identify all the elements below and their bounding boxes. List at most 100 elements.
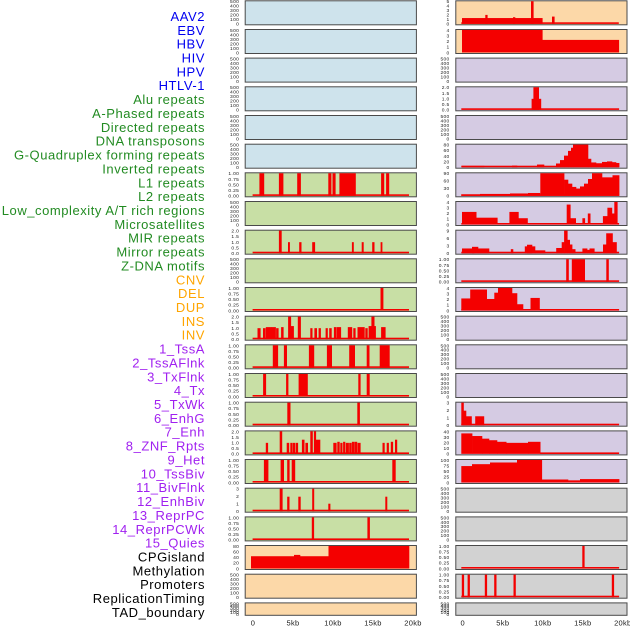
svg-text:400: 400 (440, 376, 449, 382)
svg-text:0.25: 0.25 (228, 188, 239, 194)
svg-text:100: 100 (440, 610, 449, 616)
svg-text:0: 0 (447, 222, 450, 228)
svg-text:300: 300 (440, 496, 449, 502)
svg-text:9: 9 (447, 229, 450, 235)
svg-text:400: 400 (440, 491, 449, 497)
svg-text:Microsatellites: Microsatellites (114, 217, 205, 232)
svg-text:1: 1 (236, 502, 239, 508)
svg-text:2.0: 2.0 (231, 429, 239, 435)
svg-text:Methylation: Methylation (132, 563, 205, 578)
svg-text:0.00: 0.00 (228, 394, 239, 400)
svg-text:0.00: 0.00 (228, 423, 239, 429)
svg-text:0: 0 (236, 108, 239, 114)
svg-text:1.00: 1.00 (228, 343, 239, 349)
svg-text:L2 repeats: L2 repeats (138, 189, 205, 204)
svg-text:0.75: 0.75 (228, 349, 239, 355)
svg-text:1.0: 1.0 (442, 96, 450, 102)
svg-text:200: 200 (440, 328, 449, 334)
svg-text:0: 0 (236, 509, 239, 515)
svg-text:500: 500 (440, 114, 449, 120)
svg-text:400: 400 (440, 319, 449, 325)
svg-text:100: 100 (230, 591, 239, 597)
svg-text:500: 500 (440, 315, 449, 321)
svg-text:G-Quadruplex forming repeats: G-Quadruplex forming repeats (14, 148, 205, 163)
svg-text:20: 20 (233, 561, 239, 567)
svg-text:1_TssA: 1_TssA (159, 342, 205, 357)
svg-text:0.25: 0.25 (439, 589, 450, 595)
svg-text:400: 400 (440, 520, 449, 526)
svg-text:0: 0 (447, 538, 450, 544)
svg-text:0: 0 (447, 480, 450, 486)
svg-text:7_Enh: 7_Enh (165, 425, 205, 440)
svg-text:3: 3 (447, 8, 450, 14)
svg-text:DNA transposons: DNA transposons (96, 134, 205, 149)
svg-text:3: 3 (447, 292, 450, 298)
svg-text:Low_complexity A/T rich region: Low_complexity A/T rich regions (2, 203, 205, 218)
svg-text:200: 200 (230, 13, 239, 19)
svg-text:100: 100 (440, 458, 449, 464)
svg-text:1.0: 1.0 (231, 441, 239, 447)
svg-text:0: 0 (447, 394, 450, 400)
svg-text:500: 500 (440, 487, 449, 493)
svg-text:9_Het: 9_Het (168, 453, 205, 468)
svg-text:200: 200 (440, 500, 449, 506)
svg-text:0.75: 0.75 (228, 177, 239, 183)
svg-text:0.25: 0.25 (228, 389, 239, 395)
svg-text:60: 60 (443, 179, 449, 185)
svg-text:200: 200 (230, 213, 239, 219)
svg-text:0: 0 (447, 612, 450, 618)
svg-text:200: 200 (440, 529, 449, 535)
svg-text:0: 0 (236, 22, 239, 28)
svg-text:0.50: 0.50 (439, 268, 450, 274)
svg-text:400: 400 (230, 262, 239, 268)
svg-text:0.25: 0.25 (439, 561, 450, 567)
svg-text:0.50: 0.50 (228, 383, 239, 389)
svg-text:0.5: 0.5 (231, 331, 239, 337)
svg-text:0.50: 0.50 (228, 297, 239, 303)
svg-text:DUP: DUP (176, 300, 205, 315)
svg-text:0.75: 0.75 (228, 292, 239, 298)
svg-text:1.00: 1.00 (439, 573, 450, 579)
svg-text:300: 300 (230, 123, 239, 129)
svg-text:200: 200 (440, 608, 449, 614)
svg-text:0.00: 0.00 (228, 480, 239, 486)
svg-text:1.00: 1.00 (439, 257, 450, 263)
svg-text:0.00: 0.00 (228, 308, 239, 314)
svg-text:200: 200 (230, 586, 239, 592)
svg-text:100: 100 (440, 505, 449, 511)
svg-text:1.00: 1.00 (439, 544, 450, 550)
svg-text:0.00: 0.00 (439, 595, 450, 601)
svg-text:300: 300 (230, 8, 239, 14)
svg-text:400: 400 (440, 118, 449, 124)
svg-text:1.00: 1.00 (228, 171, 239, 177)
svg-text:300: 300 (440, 524, 449, 530)
svg-text:100: 100 (230, 103, 239, 109)
svg-text:0.25: 0.25 (228, 360, 239, 366)
svg-text:5_TxWk: 5_TxWk (154, 397, 205, 412)
svg-text:20kb: 20kb (614, 619, 630, 628)
svg-text:0.50: 0.50 (228, 469, 239, 475)
svg-text:20: 20 (443, 441, 449, 447)
svg-text:0: 0 (447, 308, 450, 314)
svg-text:15kb: 15kb (574, 619, 591, 628)
svg-text:0.0: 0.0 (231, 337, 239, 343)
svg-text:2: 2 (447, 13, 450, 19)
svg-text:500: 500 (230, 28, 239, 34)
svg-text:400: 400 (230, 90, 239, 96)
svg-text:0: 0 (236, 566, 239, 572)
svg-text:20kb: 20kb (404, 619, 421, 628)
svg-text:0.75: 0.75 (228, 464, 239, 470)
svg-text:20: 20 (443, 159, 449, 165)
svg-text:200: 200 (230, 156, 239, 162)
svg-text:100: 100 (440, 75, 449, 81)
svg-text:500: 500 (230, 573, 239, 579)
svg-text:500: 500 (230, 200, 239, 206)
svg-text:10kb: 10kb (324, 619, 341, 628)
svg-text:75: 75 (443, 464, 449, 470)
svg-text:500: 500 (230, 257, 239, 263)
svg-text:1: 1 (447, 17, 450, 23)
svg-text:1.00: 1.00 (228, 372, 239, 378)
svg-text:0.25: 0.25 (228, 417, 239, 423)
svg-text:300: 300 (230, 152, 239, 158)
svg-text:100: 100 (230, 275, 239, 281)
